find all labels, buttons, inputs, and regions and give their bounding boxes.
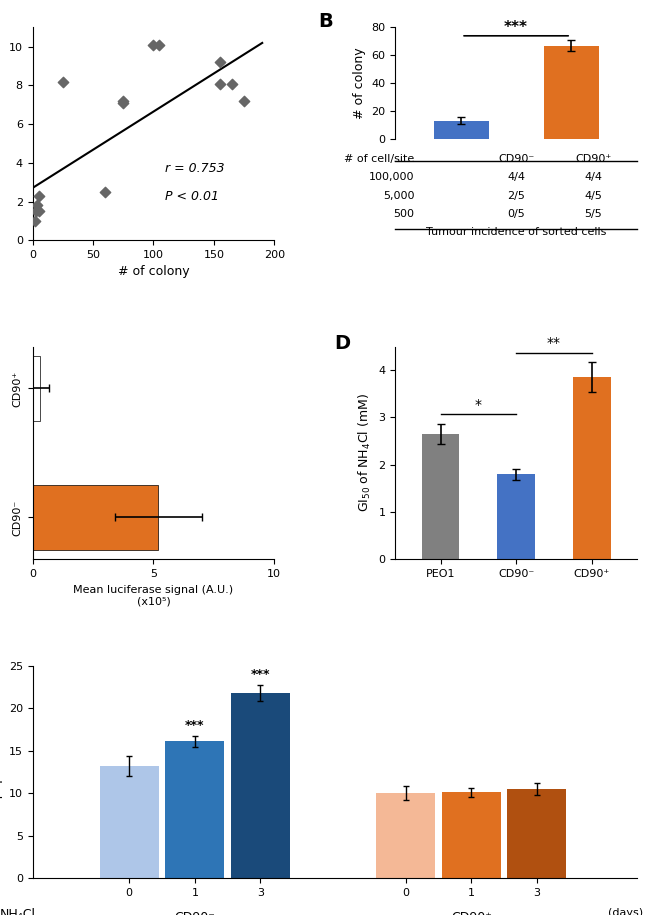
Text: CD90⁺: CD90⁺ <box>575 154 612 164</box>
Text: r = 0.753: r = 0.753 <box>166 162 225 175</box>
Point <box>100 185 110 199</box>
Text: 2/5: 2/5 <box>507 190 525 200</box>
Text: CD90⁻: CD90⁻ <box>498 154 534 164</box>
Bar <box>166 741 224 878</box>
Bar <box>573 377 610 559</box>
Text: P < 0.01: P < 0.01 <box>166 189 220 203</box>
Text: 4/4: 4/4 <box>584 172 603 182</box>
Text: 500: 500 <box>393 210 415 220</box>
Text: CD90⁻: CD90⁻ <box>174 910 215 915</box>
Text: B: B <box>318 12 333 31</box>
Text: *: * <box>474 398 482 412</box>
Text: **: ** <box>547 337 561 350</box>
Text: (days): (days) <box>608 909 643 915</box>
Point <box>148 38 159 52</box>
Text: CD90⁺: CD90⁺ <box>450 910 491 915</box>
Text: 4/5: 4/5 <box>584 190 603 200</box>
Point <box>239 93 250 108</box>
Bar <box>231 693 290 878</box>
X-axis label: # of colony: # of colony <box>118 265 189 278</box>
Bar <box>434 121 489 139</box>
Point <box>33 188 44 203</box>
Point <box>118 93 129 108</box>
Point <box>33 204 44 219</box>
Y-axis label: GI$_{50}$ of NH$_4$Cl (mM): GI$_{50}$ of NH$_4$Cl (mM) <box>0 74 3 193</box>
Text: 0/5: 0/5 <box>507 210 525 220</box>
Text: 100,000: 100,000 <box>369 172 415 182</box>
Point <box>214 76 225 91</box>
Bar <box>497 474 535 559</box>
Point <box>32 198 42 212</box>
Y-axis label: # of colony: # of colony <box>353 48 366 119</box>
Point <box>227 76 237 91</box>
Text: Tumour incidence of sorted cells: Tumour incidence of sorted cells <box>426 228 606 237</box>
Point <box>30 213 40 228</box>
Text: 4/4: 4/4 <box>507 172 525 182</box>
Bar <box>376 793 435 878</box>
Point <box>154 38 164 52</box>
Bar <box>508 789 566 878</box>
X-axis label: Mean luciferase signal (A.U.)
(x10⁵): Mean luciferase signal (A.U.) (x10⁵) <box>73 585 233 606</box>
Y-axis label: % apoptotic cell: % apoptotic cell <box>0 722 3 823</box>
Point <box>31 204 42 219</box>
Point <box>118 95 129 110</box>
Point <box>57 74 68 89</box>
Y-axis label: GI$_{50}$ of NH$_4$Cl (mM): GI$_{50}$ of NH$_4$Cl (mM) <box>357 393 373 512</box>
Point <box>214 55 225 70</box>
Text: ***: *** <box>251 668 270 681</box>
Text: # of cell/site: # of cell/site <box>344 154 415 164</box>
Text: ***: *** <box>185 719 205 732</box>
Bar <box>32 485 158 550</box>
Text: D: D <box>335 334 351 353</box>
Text: 5/5: 5/5 <box>584 210 603 220</box>
Text: NH₄Cl: NH₄Cl <box>0 909 35 915</box>
Bar <box>422 434 460 559</box>
Bar <box>100 766 159 878</box>
Bar <box>32 356 40 421</box>
Bar <box>442 792 501 878</box>
Bar <box>543 46 599 139</box>
Text: 5,000: 5,000 <box>383 190 415 200</box>
Text: ***: *** <box>504 20 528 35</box>
